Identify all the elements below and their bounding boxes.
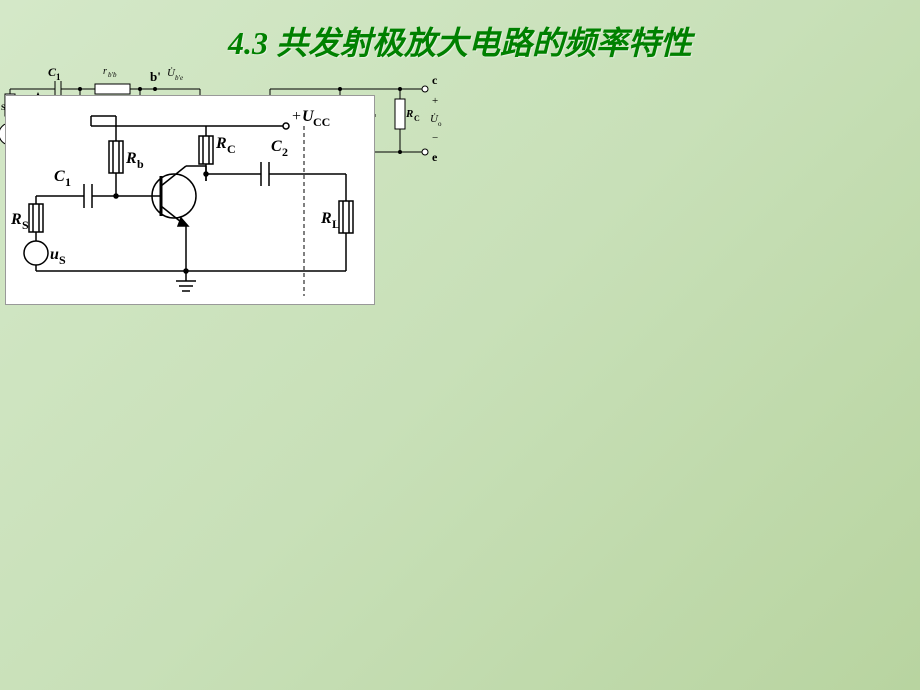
page-title: 4.3 共发射极放大电路的频率特性: [0, 0, 920, 64]
minus-label: −: [432, 132, 438, 144]
c1-label: C: [54, 168, 65, 185]
us-sub: S: [59, 253, 66, 267]
rl-label: R: [320, 210, 332, 227]
us-label: u: [50, 246, 59, 263]
c2-sub: 2: [282, 145, 288, 159]
ube-sub: b'e: [175, 74, 183, 82]
rs-label: R: [10, 211, 22, 228]
ucc-prefix: +: [292, 108, 301, 125]
circuit-schematic-1: + U CC R C C 2 R b C 1 R S u S R L: [5, 95, 375, 305]
rc-sub: C: [227, 142, 236, 156]
c-terminal: c: [432, 73, 438, 87]
rb-label: R: [125, 150, 137, 167]
rc-label-2: R: [405, 108, 413, 120]
rc-label: R: [215, 135, 227, 152]
plus-label: +: [432, 95, 438, 107]
c1-sub-2: 1: [56, 72, 61, 82]
c1-sub: 1: [65, 175, 71, 189]
rb-sub: b: [137, 157, 144, 171]
ucc-sub: CC: [313, 115, 330, 129]
rl-sub: L: [332, 217, 340, 231]
c2-label: C: [271, 138, 282, 155]
rs-sub: S: [22, 218, 29, 232]
rbb-label: r: [103, 66, 107, 77]
rbb-sub: b'b: [108, 71, 117, 79]
rc-sub-2: C: [414, 114, 420, 123]
b-node-label: b': [150, 69, 161, 84]
uo-sub: o: [438, 120, 442, 128]
e-terminal: e: [432, 150, 438, 164]
